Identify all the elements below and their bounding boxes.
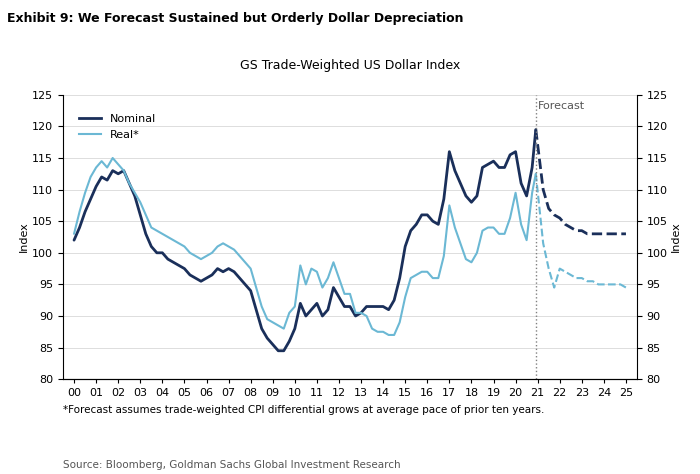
Text: Exhibit 9: We Forecast Sustained but Orderly Dollar Depreciation: Exhibit 9: We Forecast Sustained but Ord… <box>7 12 463 25</box>
Legend: Nominal, Real*: Nominal, Real* <box>74 109 160 145</box>
Text: *Forecast assumes trade-weighted CPI differential grows at average pace of prior: *Forecast assumes trade-weighted CPI dif… <box>63 405 545 415</box>
Text: Forecast: Forecast <box>538 101 585 111</box>
Y-axis label: Index: Index <box>671 222 680 252</box>
Text: Source: Bloomberg, Goldman Sachs Global Investment Research: Source: Bloomberg, Goldman Sachs Global … <box>63 460 400 470</box>
Y-axis label: Index: Index <box>20 222 29 252</box>
Text: GS Trade-Weighted US Dollar Index: GS Trade-Weighted US Dollar Index <box>240 59 460 72</box>
